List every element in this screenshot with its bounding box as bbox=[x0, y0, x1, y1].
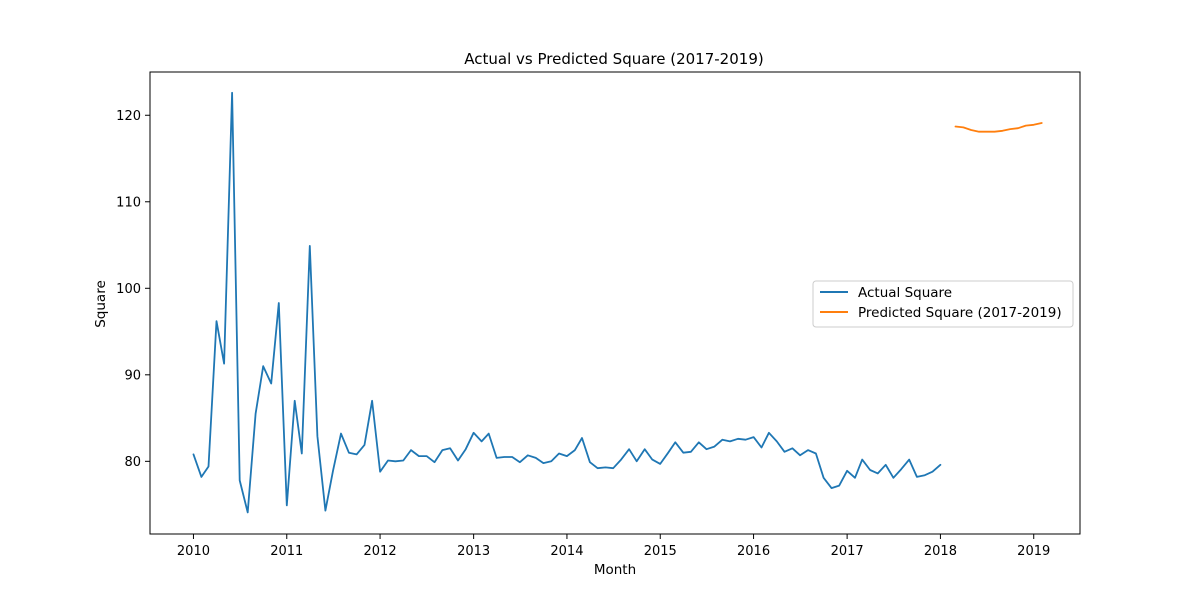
x-tick-label: 2011 bbox=[270, 544, 303, 559]
y-axis-ticks: 80 90 100 110 120 bbox=[116, 109, 150, 470]
legend: Actual Square Predicted Square (2017-201… bbox=[812, 280, 1074, 328]
y-tick-label: 120 bbox=[116, 109, 141, 124]
x-axis-label: Month bbox=[594, 562, 636, 578]
legend-label-predicted: Predicted Square (2017-2019) bbox=[858, 305, 1062, 321]
x-tick-label: 2013 bbox=[457, 544, 490, 559]
x-tick-label: 2015 bbox=[644, 544, 677, 559]
x-tick-label: 2012 bbox=[364, 544, 397, 559]
x-axis-ticks: 2010 2011 2012 2013 2014 2015 2016 2017 2018 2019 bbox=[177, 534, 1050, 559]
series-layer bbox=[192, 91, 1043, 514]
x-tick-label: 2016 bbox=[737, 544, 770, 559]
plot-area-frame bbox=[149, 71, 1081, 535]
x-tick-label: 2017 bbox=[831, 544, 864, 559]
legend-label-actual: Actual Square bbox=[858, 285, 952, 301]
y-tick-label: 80 bbox=[124, 455, 141, 470]
y-tick-label: 110 bbox=[116, 195, 141, 210]
x-tick-label: 2019 bbox=[1017, 544, 1050, 559]
y-axis-label: Square bbox=[93, 280, 109, 328]
y-tick-label: 100 bbox=[116, 282, 141, 297]
chart-title: Actual vs Predicted Square (2017-2019) bbox=[464, 50, 763, 68]
x-tick-label: 2010 bbox=[177, 544, 210, 559]
actual-square-line bbox=[192, 91, 942, 514]
x-tick-label: 2018 bbox=[924, 544, 957, 559]
legend-box bbox=[812, 280, 1074, 328]
x-tick-label: 2014 bbox=[550, 544, 583, 559]
y-tick-label: 90 bbox=[124, 368, 141, 383]
predicted-square-line bbox=[954, 122, 1043, 133]
